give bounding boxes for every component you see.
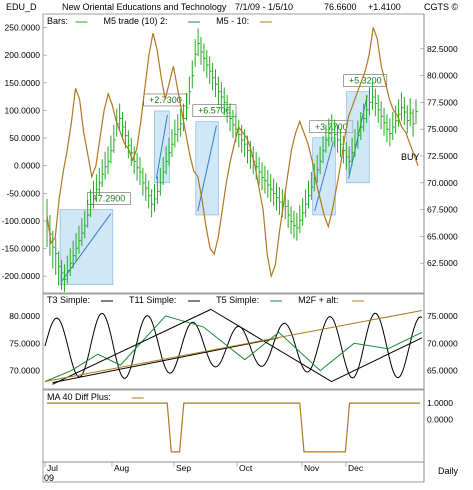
t11-line [52, 308, 212, 385]
ma40-line [47, 402, 420, 453]
left-tick-label: -150.0000 [2, 244, 41, 254]
left-tick-label: 0.0000 [14, 161, 40, 171]
t11-line [52, 337, 279, 384]
left-tick-label: 200.0000 [5, 50, 41, 60]
buy-annotation: BUY [401, 152, 420, 162]
last-price-label: 76.6600 [324, 2, 357, 12]
price-legend-label: M5 trade (10) 2: [104, 16, 168, 26]
osc-right-tick-label: 70.0000 [427, 338, 458, 348]
month-label: Aug [114, 463, 129, 473]
osc-legend-label: T11 Simple: [129, 295, 176, 305]
osc-legend-label: T5 Simple: [216, 295, 259, 305]
m5-series [46, 27, 419, 279]
signal-label-box [192, 104, 237, 117]
m5-line [46, 27, 419, 279]
ma40-series [47, 402, 420, 453]
signal-label: +6.5700 [198, 106, 231, 116]
month-label: Jul [47, 463, 58, 473]
month-label: Sep [176, 463, 191, 473]
t3-line [44, 312, 423, 379]
osc-left-tick-label: 80.0000 [9, 311, 40, 321]
osc-left-tick-label: 70.0000 [9, 366, 40, 376]
date-range-label: 7/1/09 - 1/5/10 [235, 2, 293, 12]
signal-trend-line [155, 114, 168, 179]
right-tick-label: 62.5000 [427, 258, 458, 268]
t11-line [210, 308, 332, 382]
left-tick-label: 100.0000 [5, 105, 41, 115]
right-tick-label: 82.5000 [427, 44, 458, 54]
signal-trend-line [314, 141, 334, 212]
period-label: Daily [438, 466, 459, 476]
right-tick-label: 70.0000 [427, 178, 458, 188]
right-tick-label: 65.0000 [427, 231, 458, 241]
month-label: Dec [348, 463, 364, 473]
ma40-legend-label: MA 40 Diff Plus: [47, 392, 111, 402]
year-label: 09 [44, 473, 54, 483]
m2f-line [44, 309, 423, 383]
left-tick-label: -50.0000 [6, 188, 40, 198]
month-label: Nov [304, 463, 320, 473]
left-tick-label: -200.0000 [2, 271, 41, 281]
ma40-right-tick-label: 0.0000 [427, 414, 453, 424]
signal-label: +2.7300 [149, 95, 182, 105]
osc-left-tick-label: 75.0000 [9, 338, 40, 348]
t11-line [331, 337, 423, 382]
oscillator-series [44, 308, 423, 385]
left-tick-label: 150.0000 [5, 78, 41, 88]
left-tick-label: 50.0000 [9, 133, 40, 143]
price-legend-label: Bars: [47, 16, 68, 26]
right-tick-label: 67.5000 [427, 205, 458, 215]
right-tick-label: 75.0000 [427, 124, 458, 134]
price-legend-label: M5 - 10: [216, 16, 249, 26]
signal-label-box [343, 74, 388, 87]
signal-label: +5.3200 [349, 76, 382, 86]
change-label: +1.4100 [368, 2, 401, 12]
company-label: New Oriental Educations and Technology [62, 2, 227, 12]
signal-trend-line [197, 125, 217, 212]
date-axis-frame [42, 461, 425, 483]
axis-labels: 250.0000 200.0000 150.0000 100.0000 50.0000 0… [2, 23, 458, 473]
oscillator-panel-frame [42, 293, 425, 390]
right-tick-label: 77.5000 [427, 97, 458, 107]
right-tick-label: 72.5000 [427, 151, 458, 161]
legends: Bars: M5 trade (10) 2: M5 - 10: T3 Simple: T… [47, 16, 365, 402]
symbol-label: EDU_D [6, 2, 37, 12]
right-tick-label: 80.0000 [427, 71, 458, 81]
signal-label: +7.2900 [92, 194, 125, 204]
month-label: Oct [239, 463, 253, 473]
signal-label-box [87, 192, 131, 205]
osc-right-tick-label: 75.0000 [427, 311, 458, 321]
osc-legend-label: M2F + alt: [298, 295, 338, 305]
t5-line [44, 315, 423, 382]
osc-legend-label: T3 Simple: [47, 295, 90, 305]
ma40-right-tick-label: 1.0000 [427, 398, 453, 408]
left-tick-label: -100.0000 [2, 216, 41, 226]
left-tick-label: 250.0000 [5, 23, 41, 33]
brand-label: CGTS © [424, 2, 459, 12]
grid-layer [43, 27, 424, 467]
osc-right-tick-label: 65.0000 [427, 366, 458, 376]
